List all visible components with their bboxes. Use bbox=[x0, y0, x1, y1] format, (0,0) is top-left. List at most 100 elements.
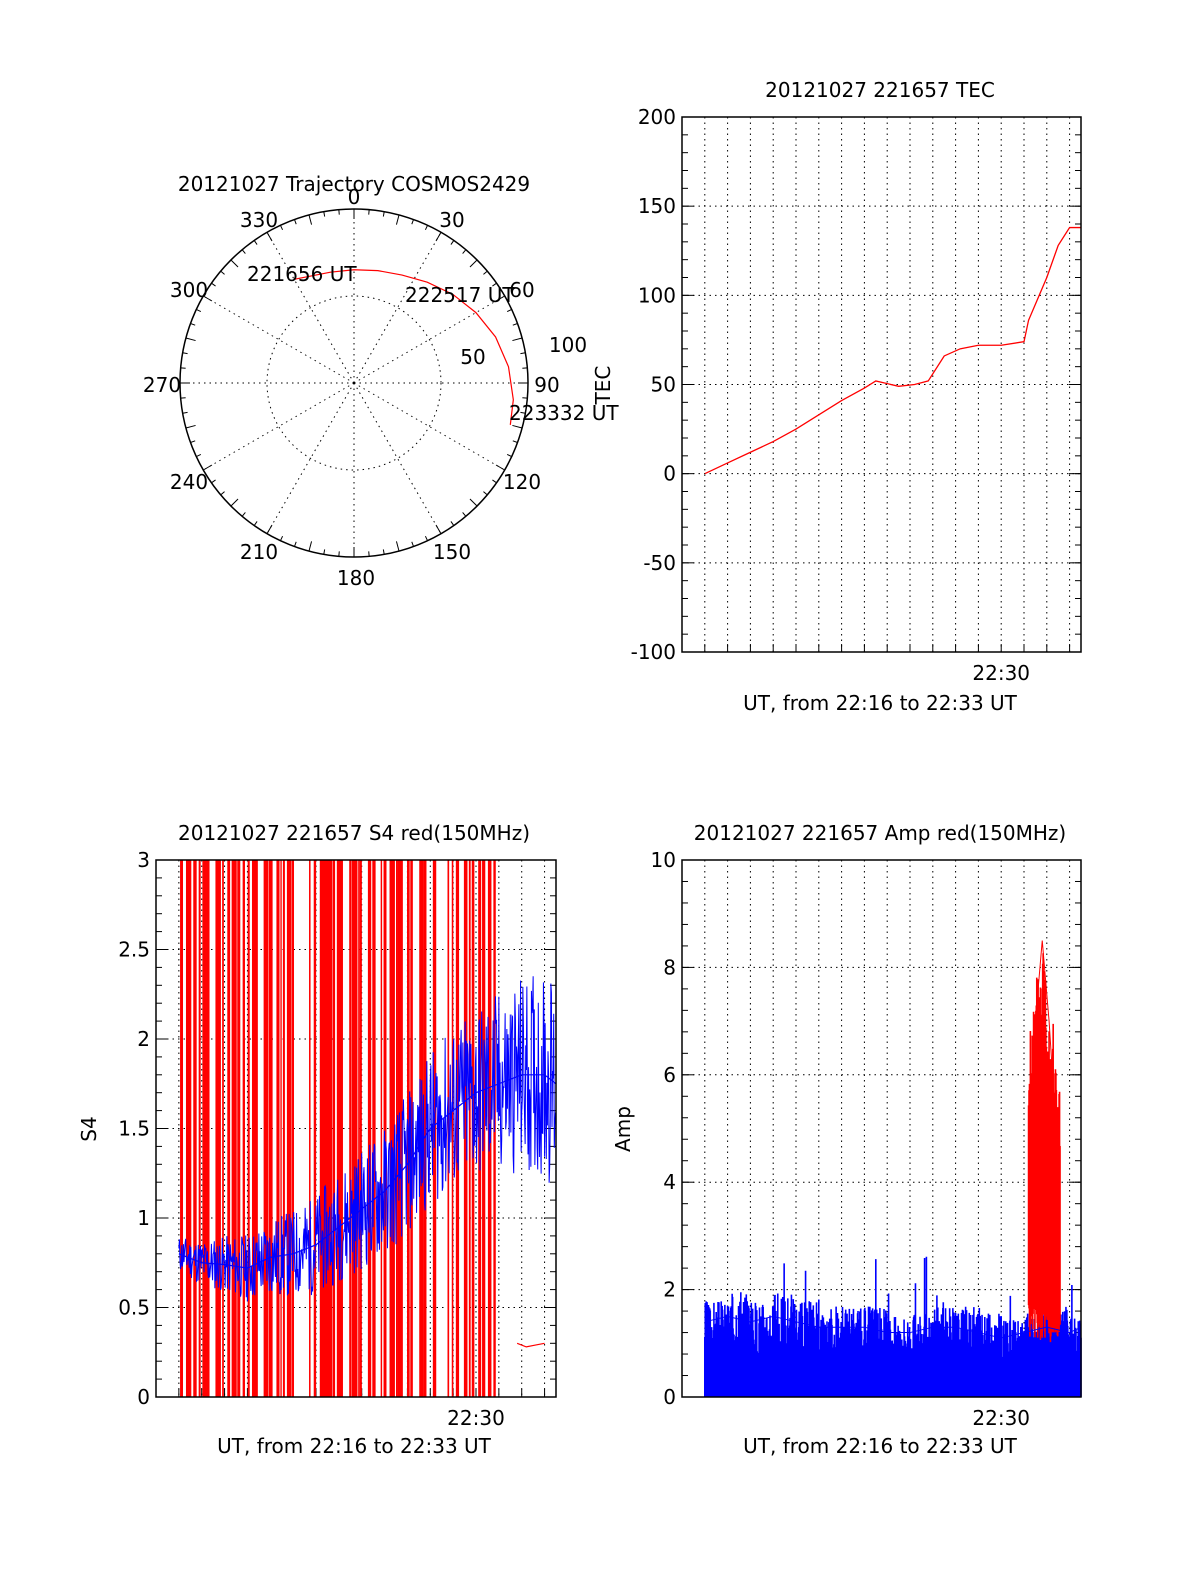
s4-xlabel: UT, from 22:16 to 22:33 UT bbox=[217, 1434, 492, 1458]
y-tick-label: 100 bbox=[638, 283, 676, 307]
trajectory-time-label: 221656 UT bbox=[247, 262, 357, 286]
polar-tick bbox=[462, 512, 467, 517]
polar-radial-labels: 50 100 bbox=[460, 333, 587, 369]
y-tick-label: 2.5 bbox=[118, 938, 150, 962]
polar-tick bbox=[203, 295, 213, 302]
polar-tick bbox=[450, 521, 455, 526]
polar-tick bbox=[220, 270, 225, 275]
series-line-blue bbox=[704, 1315, 1082, 1339]
x-tick-label: 22:30 bbox=[972, 661, 1030, 685]
y-tick-label: 0 bbox=[137, 1385, 150, 1409]
trajectory-polar-plot: 20121027 Trajectory COSMOS2429 0 30 60 90 12… bbox=[143, 172, 619, 590]
polar-tick bbox=[435, 524, 442, 534]
polar-tick bbox=[382, 211, 385, 217]
tec-xlabel: UT, from 22:16 to 22:33 UT bbox=[743, 691, 1018, 715]
polar-tick bbox=[520, 411, 526, 414]
polar-tick bbox=[382, 549, 385, 555]
polar-tick bbox=[294, 219, 297, 225]
polar-angle-label: 150 bbox=[433, 540, 471, 564]
y-tick-label: 200 bbox=[638, 105, 676, 129]
s4-ylabel: S4 bbox=[77, 1116, 101, 1141]
y-tick-label: 6 bbox=[663, 1063, 676, 1087]
polar-tick bbox=[266, 232, 273, 242]
tec-plot: 20121027 221657 TEC TEC UT, from 22:16 t… bbox=[591, 78, 1082, 715]
polar-tick bbox=[308, 214, 313, 225]
polar-tick bbox=[469, 498, 478, 507]
trajectory-track bbox=[294, 269, 514, 425]
polar-angle-label: 330 bbox=[240, 208, 278, 232]
polar-tick bbox=[190, 440, 196, 443]
amp-title: 20121027 221657 Amp red(150MHz) bbox=[694, 821, 1066, 845]
plot-frame bbox=[155, 859, 557, 1398]
polar-angle-label: 270 bbox=[143, 373, 181, 397]
polar-tick bbox=[196, 453, 202, 457]
amp-red-burst bbox=[1027, 953, 1061, 1343]
amp-ylabel: Amp bbox=[611, 1106, 635, 1152]
polar-annotations: 221656 UT 222517 UT 223332 UT bbox=[247, 262, 619, 425]
s4-axes: 0 0.5 1 1.5 2 2.5 3 22:30 bbox=[118, 848, 557, 1430]
polar-tick bbox=[512, 337, 523, 342]
polar-tick bbox=[424, 225, 428, 231]
polar-tick bbox=[395, 541, 400, 552]
polar-tick bbox=[308, 541, 313, 552]
y-tick-label: 2 bbox=[137, 1027, 150, 1051]
y-tick-label: 1 bbox=[137, 1206, 150, 1230]
polar-tick bbox=[424, 535, 428, 541]
y-tick-label: 2 bbox=[663, 1278, 676, 1302]
trajectory-title: 20121027 Trajectory COSMOS2429 bbox=[178, 172, 530, 196]
polar-tick bbox=[520, 352, 526, 355]
polar-angle-labels: 0 30 60 90 120 150 180 210 240 270 300 330 bbox=[143, 185, 560, 590]
y-tick-label: -50 bbox=[643, 551, 676, 575]
polar-tick bbox=[280, 225, 284, 231]
polar-spoke bbox=[203, 382, 355, 471]
polar-spoke bbox=[353, 382, 505, 471]
polar-tick bbox=[512, 440, 518, 443]
polar-tick bbox=[483, 270, 488, 275]
amp-blue-bars bbox=[704, 1256, 1082, 1397]
polar-tick bbox=[506, 453, 512, 457]
polar-tick bbox=[241, 512, 246, 517]
y-tick-label: 3 bbox=[137, 848, 150, 872]
polar-tick bbox=[492, 479, 497, 484]
trajectory-time-label: 223332 UT bbox=[509, 401, 619, 425]
plot-frame bbox=[681, 116, 1082, 653]
tec-axes: -100 -50 0 50 100 150 200 22:30 bbox=[631, 105, 1082, 685]
polar-tick bbox=[492, 282, 497, 287]
polar-tick bbox=[196, 309, 202, 313]
polar-spoke bbox=[203, 295, 355, 384]
series-line-blue bbox=[178, 1074, 557, 1269]
polar-ring-50 bbox=[266, 295, 442, 471]
polar-tick bbox=[462, 249, 467, 254]
polar-angle-label: 120 bbox=[503, 470, 541, 494]
polar-tick bbox=[203, 464, 213, 471]
s4-title: 20121027 221657 S4 red(150MHz) bbox=[178, 821, 530, 845]
polar-tick bbox=[411, 541, 414, 547]
series-line-red bbox=[1028, 940, 1057, 1156]
plot-frame bbox=[681, 859, 1082, 1398]
series-line-red bbox=[704, 226, 1081, 475]
polar-tick bbox=[211, 282, 216, 287]
polar-spoke bbox=[353, 232, 442, 384]
tec-ylabel: TEC bbox=[591, 366, 615, 406]
polar-tick bbox=[450, 240, 455, 245]
polar-tick bbox=[512, 424, 523, 429]
polar-angle-label: 210 bbox=[240, 540, 278, 564]
polar-tick bbox=[230, 259, 239, 268]
amp-plot: 20121027 221657 Amp red(150MHz) Amp UT, … bbox=[611, 821, 1082, 1458]
y-tick-label: 10 bbox=[651, 848, 676, 872]
y-tick-label: 0 bbox=[663, 1385, 676, 1409]
polar-angle-label: 180 bbox=[337, 566, 375, 590]
y-tick-label: 1.5 bbox=[118, 1117, 150, 1141]
polar-tick bbox=[483, 491, 488, 496]
polar-tick bbox=[411, 219, 414, 225]
polar-tick bbox=[185, 424, 196, 429]
polar-tick bbox=[241, 249, 246, 254]
tec-title: 20121027 221657 TEC bbox=[765, 78, 995, 102]
series-line-red bbox=[516, 1342, 545, 1348]
y-tick-label: 0 bbox=[663, 462, 676, 486]
x-tick-label: 22:30 bbox=[447, 1406, 505, 1430]
polar-radial-label: 100 bbox=[549, 333, 587, 357]
y-tick-label: 4 bbox=[663, 1170, 676, 1194]
polar-tick bbox=[395, 214, 400, 225]
